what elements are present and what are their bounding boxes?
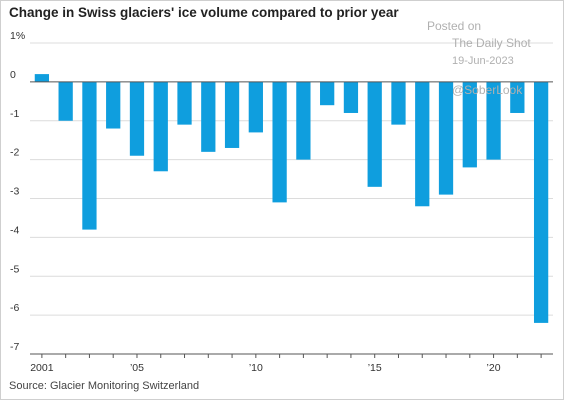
bar	[438, 81, 454, 195]
x-tick-label: 2001	[30, 362, 54, 374]
chart-source: Source: Glacier Monitoring Switzerland	[9, 380, 200, 392]
bar	[272, 81, 287, 203]
y-tick-label: -2	[10, 147, 19, 159]
y-tick-label: -6	[10, 302, 19, 314]
y-axis-labels: 1% 0 -1 -2 -3 -4 -5 -6 -7	[10, 30, 25, 353]
bar	[533, 81, 549, 323]
x-tick-label: ’10	[249, 362, 263, 374]
bar	[82, 81, 97, 230]
bar	[415, 81, 430, 207]
bar	[510, 81, 525, 113]
x-axis-ticks: 2001 ’05 ’10 ’15 ’20	[30, 354, 542, 374]
bar	[391, 81, 406, 125]
bar	[248, 81, 263, 133]
bar	[296, 81, 311, 160]
y-tick-label: -5	[10, 263, 19, 275]
bar	[320, 81, 335, 106]
y-tick-label: 1%	[10, 30, 25, 42]
bar	[462, 81, 477, 168]
bar	[367, 81, 382, 187]
bar	[58, 81, 73, 121]
y-tick-label: -1	[10, 108, 19, 120]
x-tick-label: ’20	[487, 362, 501, 374]
bar	[201, 81, 216, 152]
bar	[129, 81, 145, 156]
watermark-line-2: The Daily Shot	[452, 36, 531, 50]
bar	[343, 81, 359, 113]
y-tick-label: -3	[10, 186, 19, 198]
bar	[486, 81, 501, 160]
bar	[153, 81, 168, 172]
y-tick-label: -7	[10, 341, 19, 353]
bar	[224, 81, 240, 148]
bar	[34, 74, 50, 82]
y-tick-label: 0	[10, 69, 16, 81]
x-tick-label: ’05	[130, 362, 144, 374]
bar	[177, 81, 192, 125]
watermark-line-1: Posted on	[427, 19, 481, 33]
grid-lines	[30, 42, 553, 316]
watermark: Posted on The Daily Shot 19-Jun-2023 @So…	[427, 19, 531, 97]
watermark-line-4: @SoberLook	[452, 83, 523, 97]
bars	[34, 74, 549, 323]
x-tick-label: ’15	[368, 362, 382, 374]
chart-title: Change in Swiss glaciers' ice volume com…	[9, 5, 399, 20]
bar	[106, 81, 121, 129]
y-tick-label: -4	[10, 224, 19, 236]
watermark-line-3: 19-Jun-2023	[452, 55, 514, 67]
